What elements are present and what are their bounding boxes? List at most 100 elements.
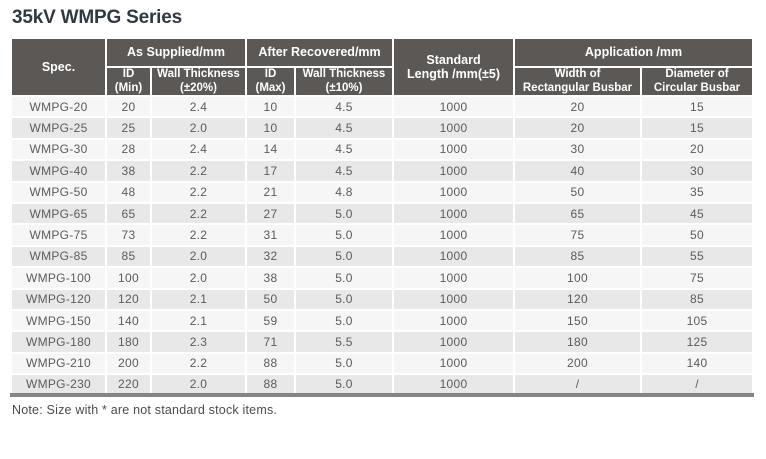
value-cell: 200 <box>513 351 643 376</box>
value-cell: 71 <box>245 330 296 354</box>
value-cell: 88 <box>245 373 296 397</box>
spec-cell: WMPG-120 <box>10 287 107 311</box>
col-header-spec: Spec. <box>10 37 107 97</box>
spec-cell: WMPG-180 <box>10 330 107 354</box>
value-cell: 30 <box>513 137 643 162</box>
col-header-diameter-circular-busbar: Diameter of Circular Busbar <box>640 66 755 97</box>
value-cell: 21 <box>245 180 296 204</box>
value-cell: 2.0 <box>150 266 247 290</box>
spec-table: Spec. As Supplied/mm After Recovered/mm … <box>10 37 755 398</box>
value-cell: 2.2 <box>150 159 247 183</box>
value-cell: 2.2 <box>150 201 247 226</box>
value-cell: 88 <box>245 351 296 376</box>
spec-cell: WMPG-75 <box>10 223 107 247</box>
value-cell: 2.0 <box>150 373 247 397</box>
value-cell: 2.2 <box>150 223 247 247</box>
value-cell: 5.0 <box>293 244 395 269</box>
value-cell: 200 <box>105 351 152 376</box>
value-cell: 50 <box>513 180 643 204</box>
value-cell: 2.4 <box>150 137 247 162</box>
value-cell: 10 <box>245 116 296 140</box>
table-row: WMPG-120 120 2.1 50 5.0 1000 120 85 <box>10 287 755 311</box>
header-sub-row: ID (Min) Wall Thickness (±20%) ID (Max) … <box>11 66 755 97</box>
value-cell: 85 <box>640 287 755 311</box>
value-cell: 180 <box>105 330 152 354</box>
value-cell: 65 <box>105 201 152 226</box>
value-cell: 5.5 <box>293 330 395 354</box>
value-cell: 5.0 <box>293 308 395 333</box>
col-header-wall-thickness-20: Wall Thickness (±20%) <box>150 66 247 97</box>
value-cell: 4.8 <box>293 180 395 204</box>
value-cell: 50 <box>640 223 755 247</box>
value-cell: 15 <box>640 116 755 140</box>
col-group-after-recovered: After Recovered/mm <box>244 37 395 68</box>
value-cell: 140 <box>640 351 755 376</box>
value-cell: 59 <box>245 308 296 333</box>
value-cell: 1000 <box>392 330 516 354</box>
value-cell: 100 <box>105 266 152 290</box>
value-cell: 5.0 <box>293 223 395 247</box>
value-cell: 2.1 <box>150 287 247 311</box>
value-cell: 35 <box>640 180 755 204</box>
value-cell: 17 <box>245 159 296 183</box>
col-header-wall-thickness-10: Wall Thickness (±10%) <box>293 66 395 97</box>
value-cell: 20 <box>513 116 643 140</box>
table-row: WMPG-65 65 2.2 27 5.0 1000 65 45 <box>10 201 755 226</box>
table-row: WMPG-75 73 2.2 31 5.0 1000 75 50 <box>10 223 755 247</box>
value-cell: / <box>513 373 643 397</box>
value-cell: 15 <box>640 94 755 119</box>
spec-cell: WMPG-50 <box>10 180 107 204</box>
value-cell: 14 <box>245 137 296 162</box>
table-row: WMPG-40 38 2.2 17 4.5 1000 40 30 <box>10 159 755 183</box>
value-cell: 1000 <box>392 201 516 226</box>
value-cell: 10 <box>245 94 296 119</box>
value-cell: 55 <box>640 244 755 269</box>
col-header-id-min: ID (Min) <box>105 66 152 97</box>
value-cell: 75 <box>640 266 755 290</box>
value-cell: 1000 <box>392 373 516 397</box>
value-cell: 1000 <box>392 94 516 119</box>
value-cell: 20 <box>105 94 152 119</box>
value-cell: 4.5 <box>293 137 395 162</box>
spec-cell: WMPG-150 <box>10 308 107 333</box>
spec-cell: WMPG-85 <box>10 244 107 269</box>
value-cell: 30 <box>640 159 755 183</box>
value-cell: 125 <box>640 330 755 354</box>
table-row: WMPG-210 200 2.2 88 5.0 1000 200 140 <box>10 351 755 376</box>
value-cell: 1000 <box>392 223 516 247</box>
col-header-standard-length: Standard Length /mm(±5) <box>392 37 516 97</box>
value-cell: 20 <box>513 94 643 119</box>
value-cell: 140 <box>105 308 152 333</box>
value-cell: 2.4 <box>150 94 247 119</box>
value-cell: 5.0 <box>293 373 395 397</box>
page-title: 35kV WMPG Series <box>12 7 182 28</box>
value-cell: 1000 <box>392 287 516 311</box>
value-cell: 75 <box>513 223 643 247</box>
table-row: WMPG-230 220 2.0 88 5.0 1000// <box>10 373 755 397</box>
table-head: Spec. As Supplied/mm After Recovered/mm … <box>10 37 755 97</box>
spec-cell: WMPG-230 <box>10 373 107 397</box>
value-cell: 1000 <box>392 308 516 333</box>
col-group-application: Application /mm <box>513 37 755 68</box>
value-cell: 1000 <box>392 159 516 183</box>
value-cell: 105 <box>640 308 755 333</box>
value-cell: 2.1 <box>150 308 247 333</box>
value-cell: 50 <box>245 287 296 311</box>
spec-cell: WMPG-20 <box>10 94 107 119</box>
value-cell: 2.2 <box>150 351 247 376</box>
col-header-width-rectangular-busbar: Width of Rectangular Busbar <box>513 66 643 97</box>
value-cell: 32 <box>245 244 296 269</box>
spec-cell: WMPG-30 <box>10 137 107 162</box>
value-cell: 2.0 <box>150 116 247 140</box>
value-cell: 85 <box>105 244 152 269</box>
table-row: WMPG-100 100 2.0 38 5.0 1000 100 75 <box>10 266 755 290</box>
value-cell: 100 <box>513 266 643 290</box>
table-row: WMPG-20 20 2.4 10 4.5 1000 20 15 <box>10 94 755 119</box>
value-cell: 65 <box>513 201 643 226</box>
note: Note: Size with * are not standard stock… <box>12 403 278 418</box>
value-cell: 25 <box>105 116 152 140</box>
value-cell: 1000 <box>392 351 516 376</box>
value-cell: 48 <box>105 180 152 204</box>
spec-cell: WMPG-25 <box>10 116 107 140</box>
value-cell: 31 <box>245 223 296 247</box>
